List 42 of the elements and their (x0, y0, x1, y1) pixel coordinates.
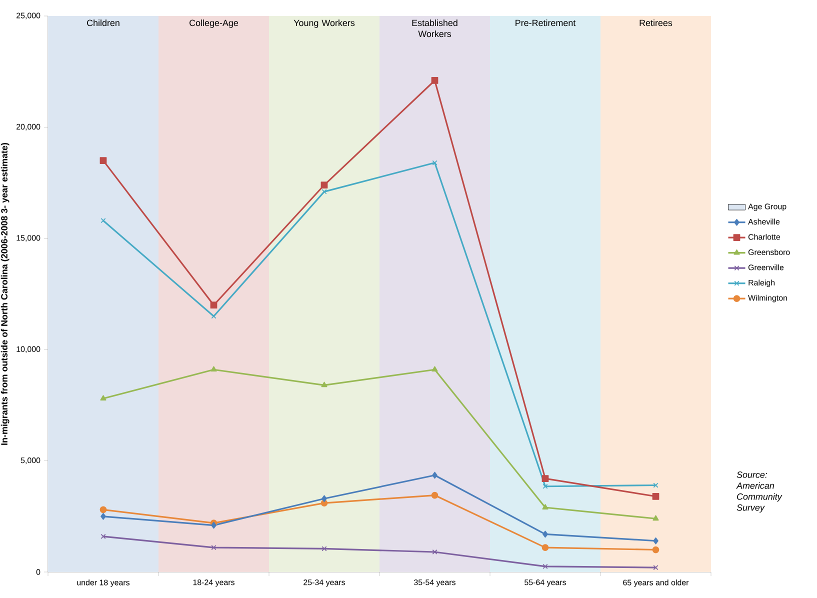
point (211, 522, 216, 529)
data-label: Retirees (640, 20, 672, 26)
point (431, 77, 438, 84)
point (652, 492, 660, 500)
data-label: Established Workers (412, 20, 458, 38)
point (652, 546, 660, 554)
point (100, 534, 106, 539)
point (321, 382, 328, 388)
point (100, 157, 107, 164)
point (652, 515, 659, 521)
point (100, 395, 106, 400)
point (100, 506, 107, 514)
point (542, 564, 548, 570)
point (322, 189, 327, 194)
point (542, 544, 549, 551)
data-label: Young Workers (294, 20, 355, 28)
point (432, 472, 438, 479)
point (210, 302, 218, 309)
point (542, 475, 549, 482)
point (210, 366, 217, 372)
point (432, 160, 438, 166)
point (542, 504, 548, 510)
data-label: College-Age (190, 20, 238, 28)
point (431, 492, 438, 499)
point (653, 564, 658, 570)
data-label: Children (87, 20, 120, 26)
point (100, 218, 106, 224)
point (211, 314, 216, 319)
point (432, 366, 438, 372)
point (432, 549, 438, 555)
data-label: Pre-Retirement (516, 20, 576, 26)
point (322, 546, 327, 552)
point (211, 544, 216, 550)
point (100, 512, 106, 520)
point (653, 537, 658, 544)
point (320, 182, 328, 188)
point (653, 482, 658, 488)
point (322, 495, 327, 502)
y-axis-title: In-migrants from outside of North Carolina (2006-2008 3- year estimate) (0, 142, 10, 445)
point (542, 484, 548, 489)
point (542, 530, 548, 538)
source-note: Source: American Community Survey (736, 472, 782, 513)
